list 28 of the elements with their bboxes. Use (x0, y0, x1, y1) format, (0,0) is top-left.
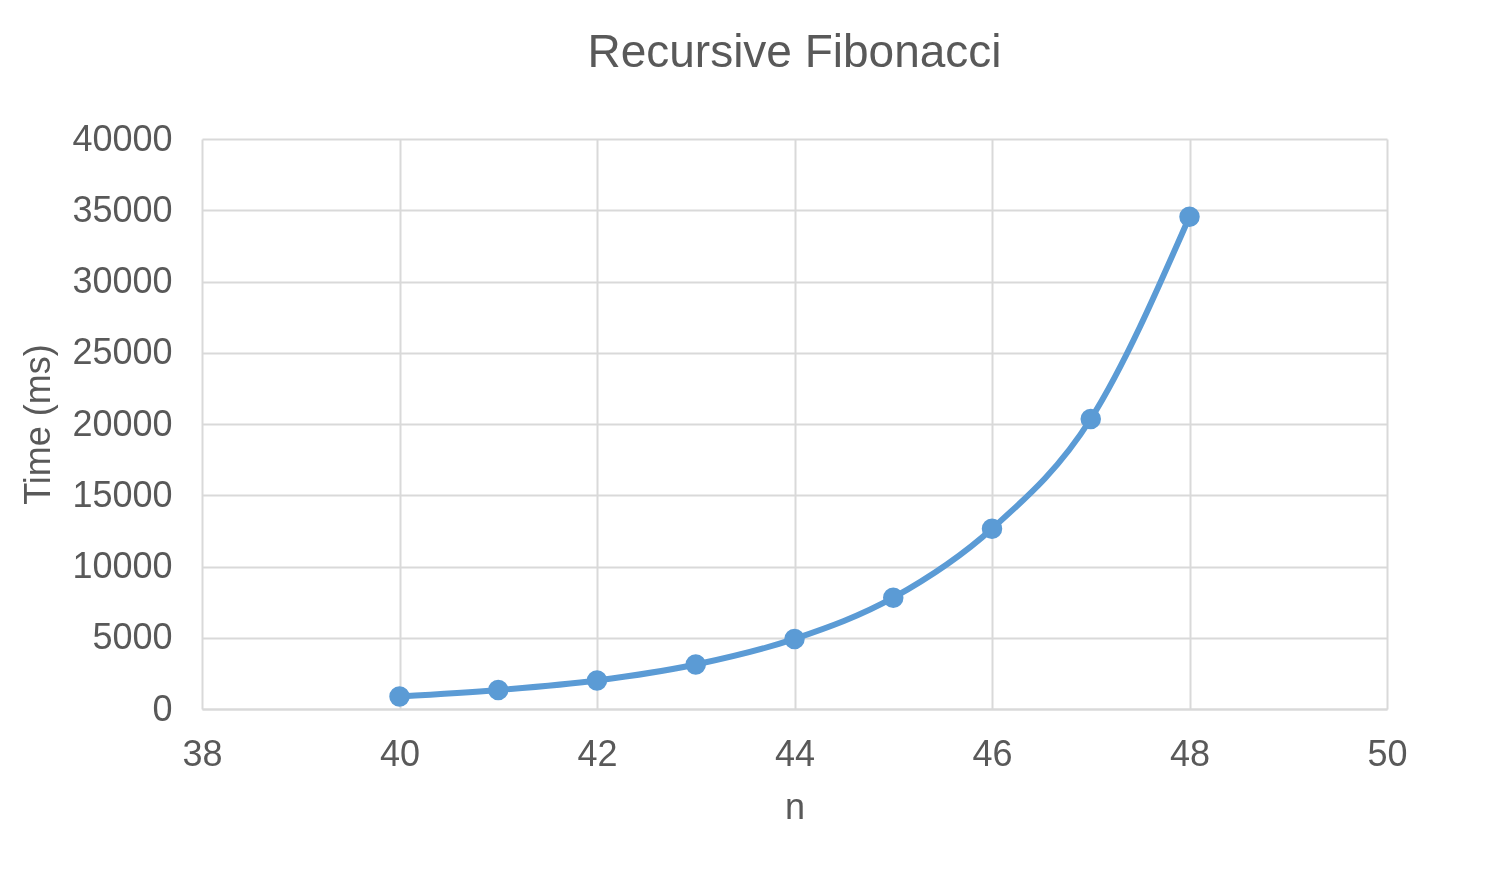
x-axis-title: n (784, 785, 806, 827)
point (883, 587, 904, 608)
x-tick-label: 38 (182, 732, 223, 774)
x-tick-label: 44 (774, 732, 816, 774)
x-tick-label: 48 (1169, 732, 1211, 774)
x-tick-label: 40 (379, 732, 421, 774)
x-tick-label: 46 (972, 732, 1013, 774)
point (784, 628, 805, 650)
chart-title: Recursive Fibonacci (587, 25, 1002, 77)
point (1179, 206, 1200, 227)
x-tick-label: 42 (577, 732, 618, 774)
point (488, 679, 509, 701)
y-tick-label: 40000 (72, 117, 173, 159)
point (685, 654, 706, 675)
y-tick-label: 15000 (72, 473, 173, 515)
y-tick-label: 20000 (72, 402, 173, 444)
x-tick-label: 50 (1367, 732, 1408, 774)
y-tick-label: 5000 (92, 616, 173, 658)
point (586, 670, 608, 691)
point (981, 518, 1003, 539)
y-tick-label: 30000 (72, 260, 173, 301)
point (389, 686, 410, 707)
y-tick-label: 35000 (72, 188, 173, 230)
y-tick-label: 10000 (72, 545, 173, 586)
y-axis-title: Time (ms) (17, 344, 59, 505)
point (1080, 408, 1101, 430)
y-tick-label: 25000 (72, 331, 173, 373)
y-tick-label: 0 (152, 687, 173, 729)
